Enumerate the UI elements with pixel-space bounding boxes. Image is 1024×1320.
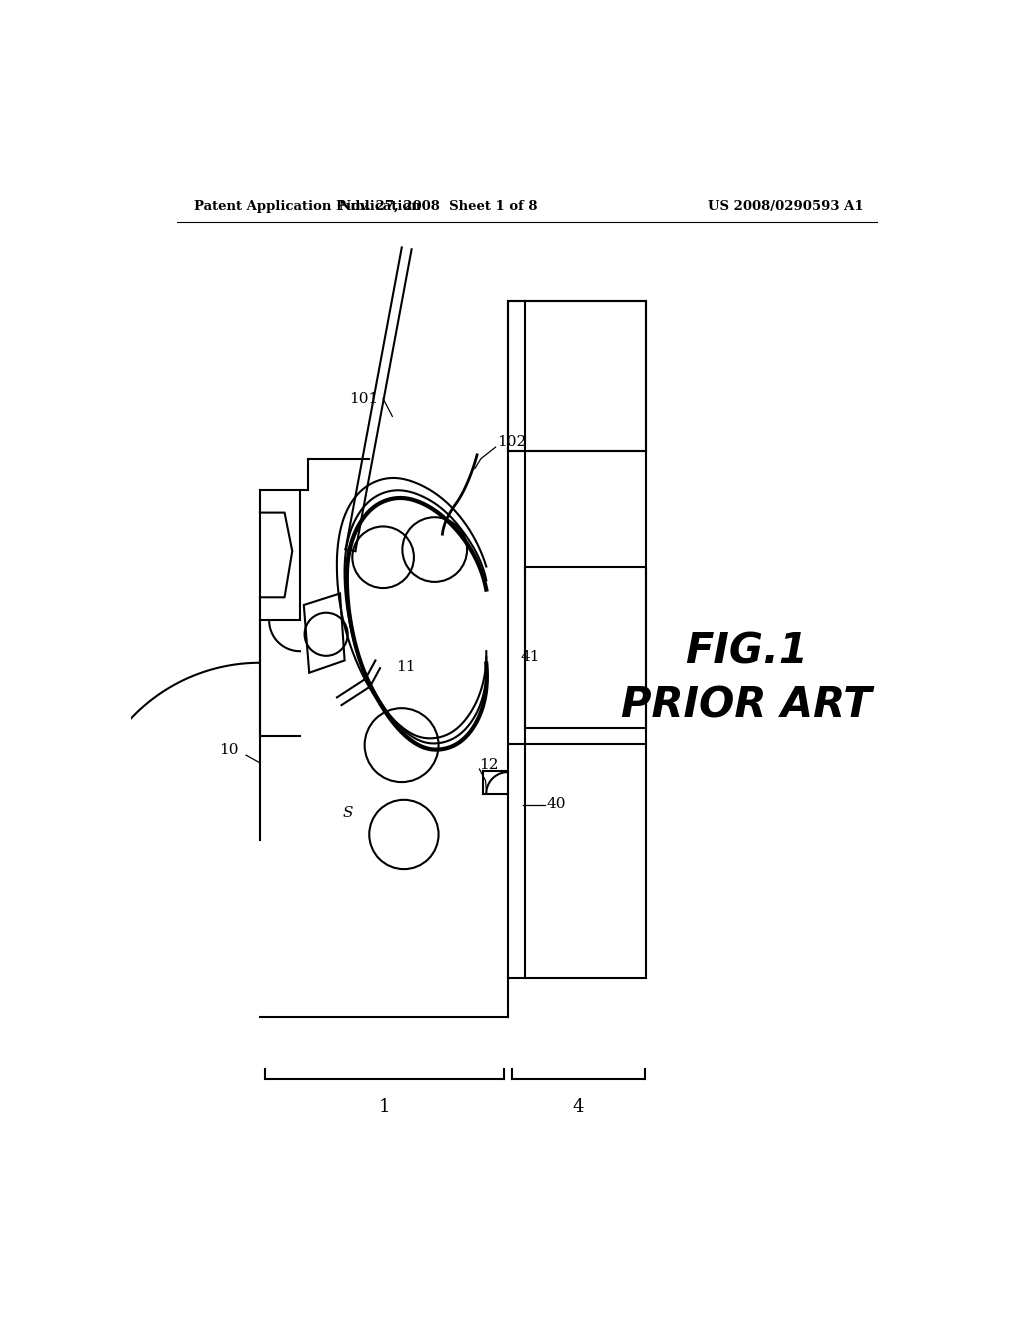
- Text: Patent Application Publication: Patent Application Publication: [194, 199, 421, 213]
- Bar: [524, 566, 646, 729]
- Text: US 2008/0290593 A1: US 2008/0290593 A1: [708, 199, 863, 213]
- Text: 1: 1: [379, 1098, 390, 1115]
- Text: S: S: [342, 807, 353, 820]
- Text: 40: 40: [547, 797, 566, 810]
- Text: Nov. 27, 2008  Sheet 1 of 8: Nov. 27, 2008 Sheet 1 of 8: [339, 199, 538, 213]
- Text: PRIOR ART: PRIOR ART: [622, 684, 871, 726]
- Text: 41: 41: [520, 651, 540, 664]
- Text: 102: 102: [497, 434, 526, 449]
- Text: FIG.1: FIG.1: [685, 630, 808, 672]
- Text: 101: 101: [349, 392, 379, 405]
- Bar: [508, 301, 646, 978]
- Text: 4: 4: [572, 1098, 584, 1115]
- Text: 10: 10: [219, 743, 239, 756]
- Text: 12: 12: [479, 758, 499, 772]
- Bar: [508, 301, 646, 451]
- Text: 11: 11: [396, 660, 416, 673]
